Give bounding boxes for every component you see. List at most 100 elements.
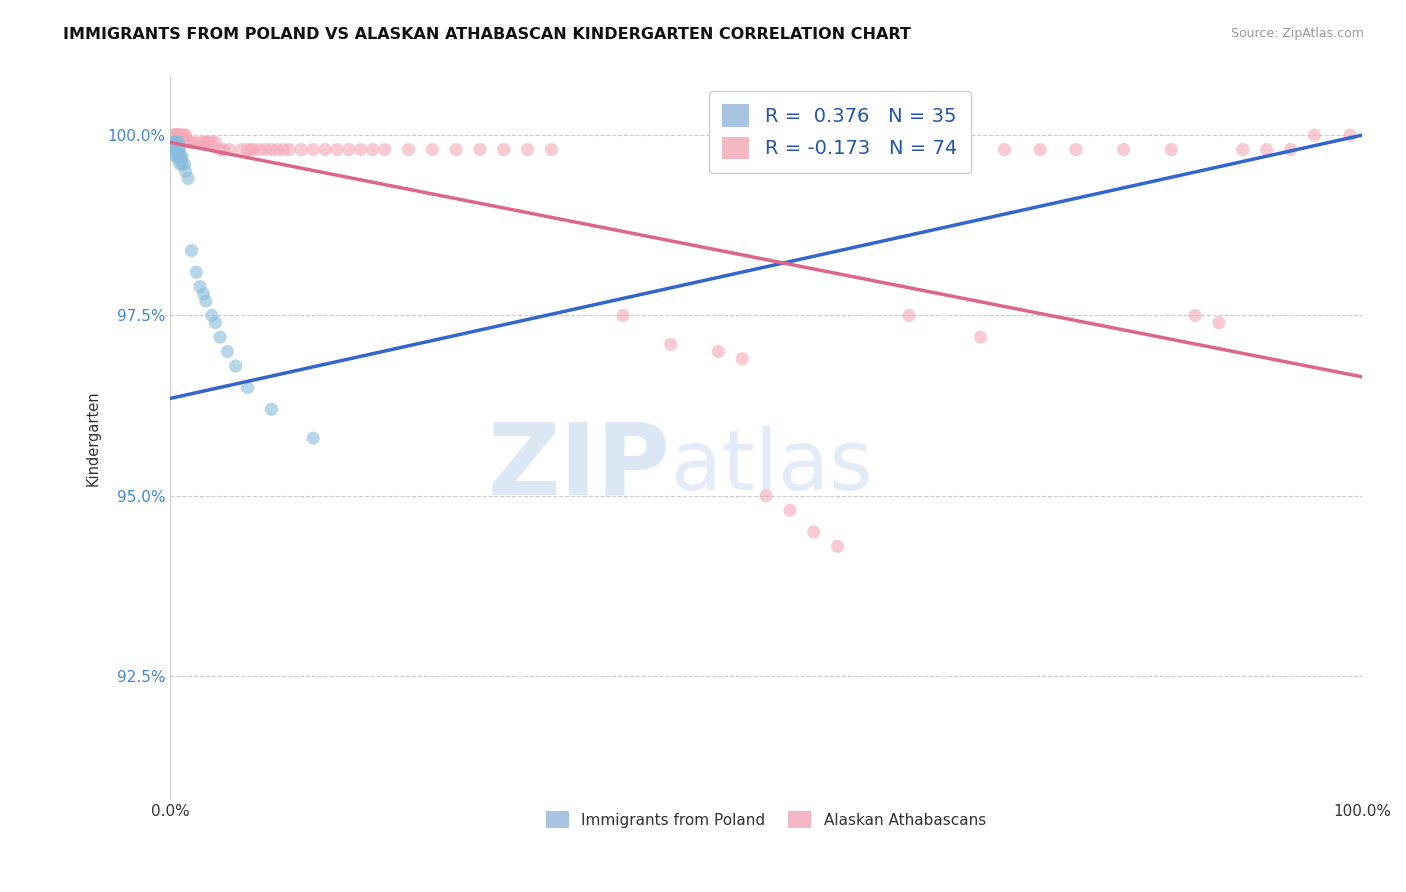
Point: [1064, 143, 1087, 157]
Point: [180, 136, 202, 150]
Point: [993, 143, 1015, 157]
Point: [314, 143, 336, 157]
Point: [707, 344, 730, 359]
Point: [361, 143, 384, 157]
Point: [209, 330, 232, 344]
Point: [167, 136, 190, 150]
Point: [204, 136, 226, 150]
Point: [165, 150, 187, 164]
Point: [167, 128, 190, 143]
Point: [1339, 128, 1361, 143]
Point: [170, 150, 193, 164]
Point: [193, 286, 215, 301]
Point: [1232, 143, 1254, 157]
Point: [204, 316, 226, 330]
Point: [194, 136, 217, 150]
Point: [898, 309, 921, 323]
Point: [273, 143, 295, 157]
Point: [1160, 143, 1182, 157]
Point: [201, 309, 224, 323]
Point: [163, 136, 186, 150]
Point: [1303, 128, 1326, 143]
Point: [374, 143, 396, 157]
Point: [260, 143, 283, 157]
Point: [163, 128, 186, 143]
Point: [169, 128, 191, 143]
Point: [167, 150, 190, 164]
Point: [212, 143, 235, 157]
Point: [217, 344, 239, 359]
Point: [177, 171, 200, 186]
Point: [163, 143, 186, 157]
Point: [731, 351, 754, 366]
Point: [240, 143, 263, 157]
Point: [420, 143, 443, 157]
Point: [1029, 143, 1052, 157]
Point: [167, 143, 190, 157]
Point: [170, 128, 193, 143]
Point: [1208, 316, 1230, 330]
Y-axis label: Kindergarten: Kindergarten: [86, 391, 100, 486]
Point: [165, 136, 187, 150]
Point: [188, 279, 211, 293]
Point: [231, 143, 253, 157]
Point: [827, 539, 849, 553]
Point: [194, 294, 217, 309]
Point: [173, 157, 195, 171]
Point: [170, 157, 193, 171]
Point: [166, 128, 188, 143]
Point: [170, 128, 193, 143]
Point: [166, 136, 188, 150]
Point: [201, 136, 224, 150]
Point: [326, 143, 349, 157]
Point: [444, 143, 467, 157]
Point: [236, 143, 259, 157]
Point: [173, 128, 195, 143]
Point: [163, 128, 186, 143]
Text: Source: ZipAtlas.com: Source: ZipAtlas.com: [1230, 27, 1364, 40]
Point: [398, 143, 420, 157]
Point: [468, 143, 491, 157]
Point: [165, 128, 187, 143]
Point: [779, 503, 801, 517]
Point: [174, 164, 197, 178]
Point: [163, 128, 186, 143]
Point: [163, 143, 186, 157]
Point: [302, 143, 325, 157]
Point: [197, 136, 219, 150]
Point: [169, 128, 191, 143]
Point: [516, 143, 538, 157]
Point: [177, 136, 200, 150]
Point: [170, 150, 193, 164]
Point: [1184, 309, 1206, 323]
Point: [302, 431, 325, 445]
Text: IMMIGRANTS FROM POLAND VS ALASKAN ATHABASCAN KINDERGARTEN CORRELATION CHART: IMMIGRANTS FROM POLAND VS ALASKAN ATHABA…: [63, 27, 911, 42]
Point: [290, 143, 312, 157]
Point: [803, 524, 825, 539]
Point: [188, 136, 211, 150]
Point: [540, 143, 562, 157]
Point: [225, 359, 247, 373]
Point: [1112, 143, 1135, 157]
Point: [249, 143, 271, 157]
Point: [218, 143, 240, 157]
Text: ZIP: ZIP: [488, 418, 671, 516]
Point: [209, 143, 232, 157]
Point: [266, 143, 288, 157]
Point: [180, 244, 202, 258]
Point: [193, 136, 215, 150]
Point: [1256, 143, 1278, 157]
Point: [169, 157, 191, 171]
Point: [174, 128, 197, 143]
Point: [350, 143, 373, 157]
Point: [166, 128, 188, 143]
Point: [755, 489, 778, 503]
Point: [163, 136, 186, 150]
Point: [236, 381, 259, 395]
Point: [492, 143, 515, 157]
Point: [242, 143, 264, 157]
Point: [969, 330, 991, 344]
Point: [169, 143, 191, 157]
Point: [165, 143, 187, 157]
Point: [169, 150, 191, 164]
